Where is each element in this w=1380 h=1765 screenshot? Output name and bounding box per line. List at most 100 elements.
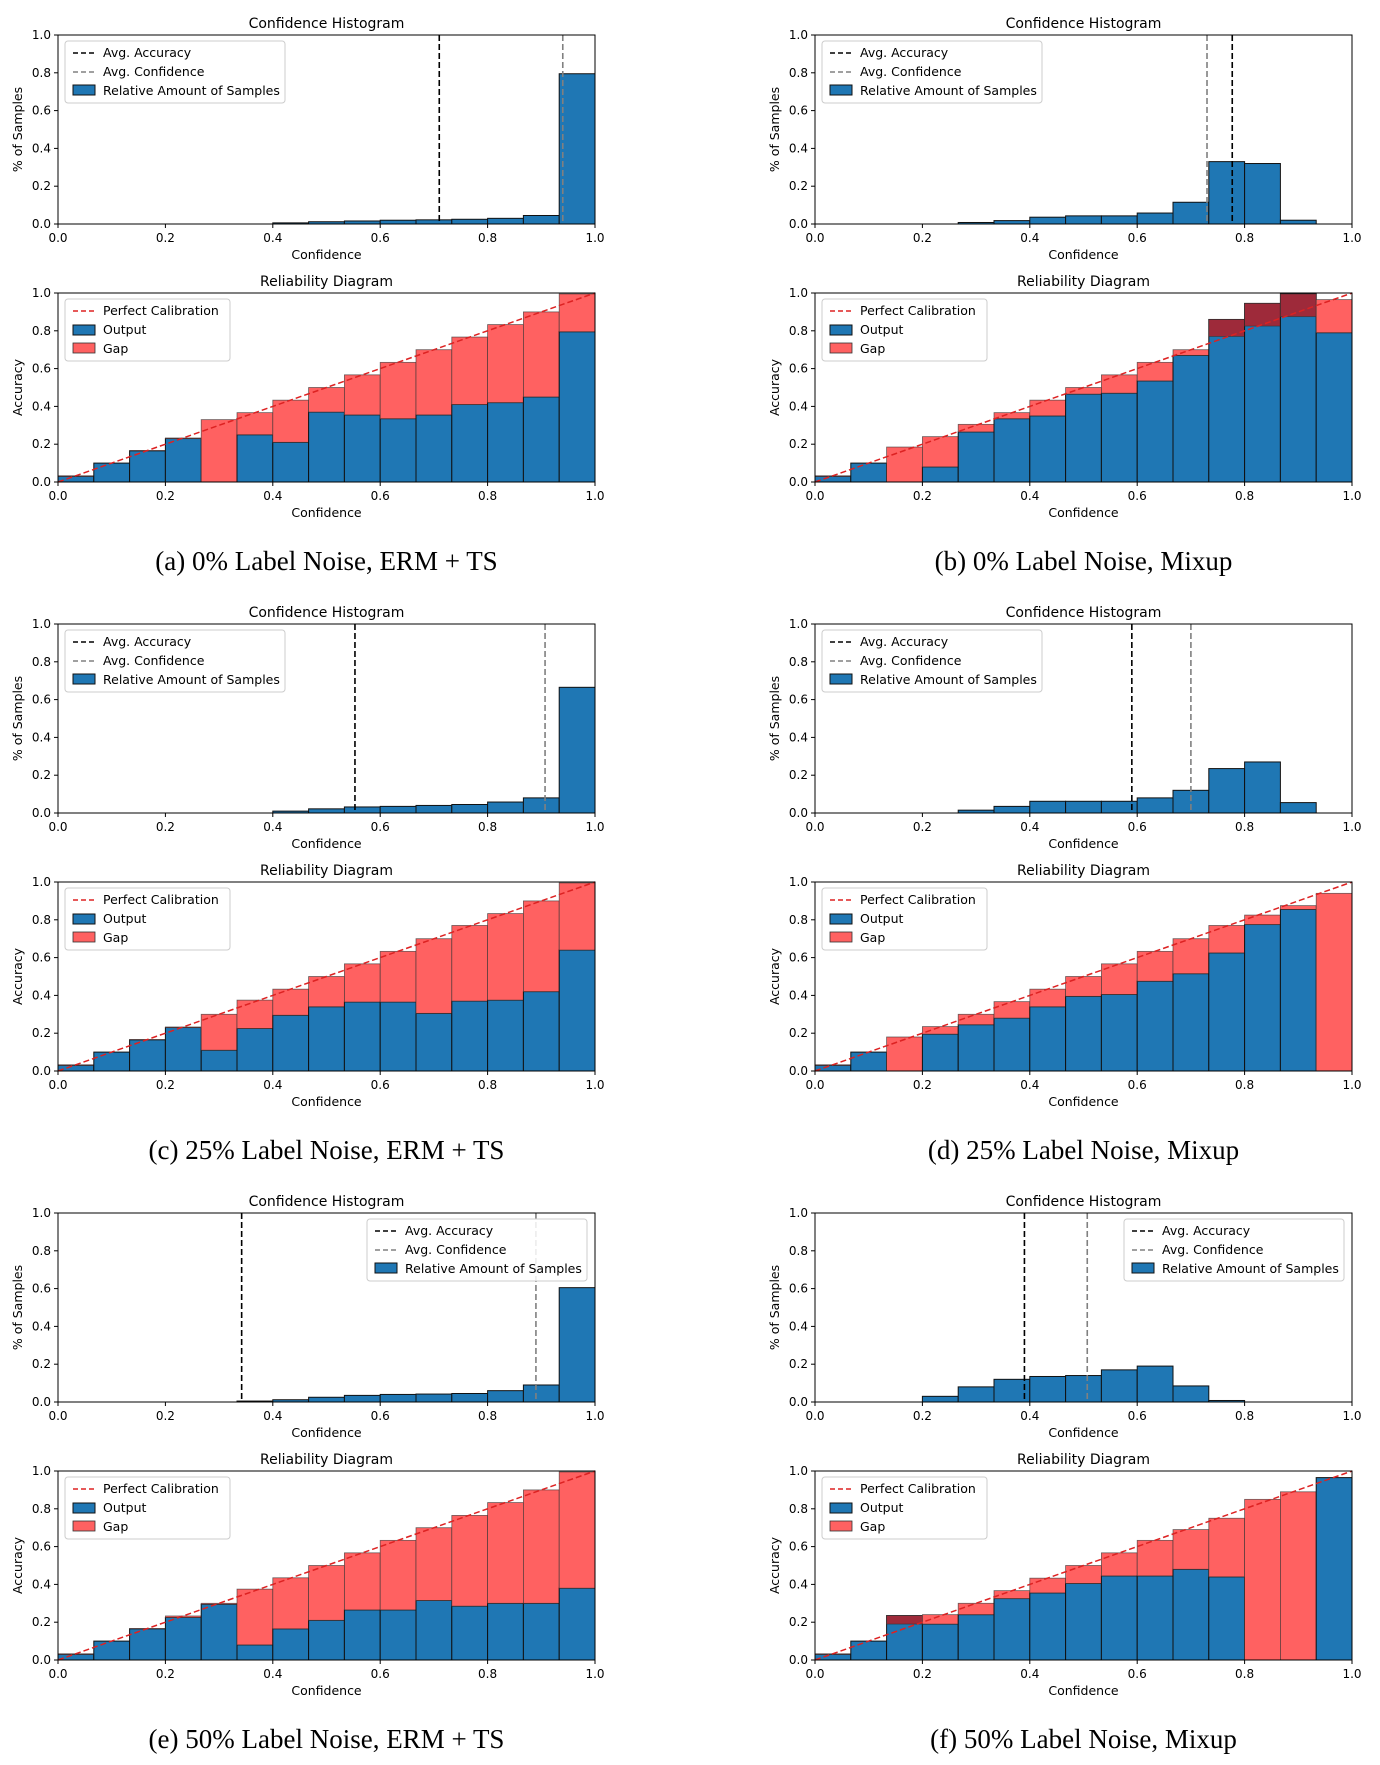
histogram-xtick-label: 0.0: [48, 231, 67, 245]
histogram-bars: [272, 73, 595, 224]
legend-samples-swatch: [829, 84, 853, 96]
histogram-title: Confidence Histogram: [249, 1194, 405, 1210]
histogram-xtick-label: 0.0: [805, 1409, 824, 1423]
histogram-bar: [993, 805, 1031, 813]
histogram-bar: [451, 803, 489, 813]
subfigure-caption: (b) 0% Label Noise, Mixup: [935, 546, 1233, 576]
gap-bar: [886, 1036, 923, 1071]
legend-avg-accuracy: Avg. Accuracy: [860, 45, 949, 60]
output-bar: [93, 462, 131, 482]
confidence-histogram: Confidence Histogram 0.0 0.2 0.4 0.6 0.8 1.0 0.…: [767, 1194, 1362, 1440]
output-bar: [1136, 1575, 1174, 1660]
histogram-xtick-label: 0.4: [263, 1409, 282, 1423]
output-bar: [993, 418, 1031, 482]
histogram-frame: [57, 623, 596, 814]
output-bar: [451, 404, 489, 482]
gap-bar: [922, 1026, 959, 1035]
output-bar: [487, 1602, 524, 1660]
histogram-xtick-label: 0.8: [478, 820, 497, 834]
output-bar: [129, 450, 166, 482]
legend-output: Output: [860, 911, 904, 926]
perfect-calibration-line: [57, 1470, 596, 1661]
reliability-ytick-label: 0.6: [789, 951, 808, 965]
legend-gap-swatch: [829, 931, 853, 943]
reliability-ytick-label: 1.0: [789, 875, 808, 889]
gap-bar: [379, 361, 417, 420]
reliability-xtick-label: 0.4: [1020, 1078, 1039, 1092]
reliability-xlabel: Confidence: [291, 505, 362, 520]
gap-bar: [164, 1026, 202, 1028]
reliability-title: Reliability Diagram: [260, 863, 393, 879]
reliability-frame: [814, 1470, 1353, 1661]
reliability-xtick-label: 0.2: [156, 1078, 175, 1092]
output-bar: [1100, 392, 1138, 482]
panel-b: Confidence Histogram 0.0 0.2 0.4 0.6 0.8 1.0 0.…: [767, 16, 1362, 576]
gap-bar: [379, 950, 417, 1003]
histogram-ytick-label: 0.2: [32, 179, 51, 193]
reliability-ytick-label: 0.6: [789, 362, 808, 376]
legend-output-swatch: [829, 913, 853, 925]
reliability-ytick-label: 0.8: [789, 1502, 808, 1516]
output-bar: [1136, 380, 1174, 482]
output-bar: [850, 1640, 888, 1660]
histogram-ytick-label: 0.0: [32, 217, 51, 231]
gap-bar: [1244, 302, 1281, 327]
legend-gap-swatch: [72, 931, 96, 943]
gap-bar: [1280, 293, 1317, 318]
histogram-bar: [487, 217, 524, 224]
gap-bar: [200, 1013, 238, 1051]
legend-box: [64, 40, 286, 104]
histogram-bar: [1136, 1365, 1174, 1402]
gap-bar: [523, 1489, 560, 1604]
output-bar: [200, 1049, 238, 1071]
reliability-ytick-label: 0.4: [32, 988, 51, 1002]
reliability-diagram: Reliability Diagram 0.0 0.2 0.4 0.6 0.8 1.0 0.0…: [767, 863, 1362, 1109]
legend-relative-samples: Relative Amount of Samples: [103, 83, 280, 98]
perfect-calibration-line: [814, 292, 1353, 483]
histogram-bars: [236, 1287, 595, 1402]
reliability-xtick-label: 0.2: [913, 1078, 932, 1092]
reliability-ylabel: Accuracy: [10, 1536, 25, 1594]
reliability-xtick-label: 0.0: [48, 1078, 67, 1092]
gap-bar: [523, 311, 560, 398]
legend-avg-accuracy: Avg. Accuracy: [103, 45, 192, 60]
subfigure-caption: (f) 50% Label Noise, Mixup: [930, 1724, 1237, 1754]
gap-bar: [451, 1515, 488, 1607]
legend-avg-confidence: Avg. Confidence: [860, 64, 962, 79]
histogram-ylabel: % of Samples: [767, 676, 782, 761]
output-bar: [1244, 924, 1281, 1071]
legend-box: [64, 298, 231, 362]
histogram-ytick-label: 0.2: [32, 768, 51, 782]
reliability-xtick-label: 0.4: [263, 1078, 282, 1092]
output-bar: [93, 1051, 131, 1071]
histogram-bar: [308, 1396, 345, 1402]
legend-gap: Gap: [103, 1519, 128, 1534]
output-bar: [957, 1024, 995, 1071]
reliability-ytick-label: 1.0: [32, 875, 51, 889]
output-bar: [1208, 318, 1246, 482]
reliability-xtick-label: 0.0: [805, 1667, 824, 1681]
histogram-bar: [1100, 215, 1138, 224]
histogram-ytick-label: 0.4: [789, 1319, 808, 1333]
output-bar: [343, 1609, 381, 1660]
output-bar: [1279, 293, 1317, 482]
histogram-xtick-label: 1.0: [585, 231, 604, 245]
histogram-bar: [1279, 219, 1317, 224]
reliability-ytick-label: 0.2: [789, 1026, 808, 1040]
reliability-xtick-label: 0.4: [1020, 1667, 1039, 1681]
histogram-ytick-label: 0.4: [789, 141, 808, 155]
gap-bar: [487, 1502, 524, 1604]
gap-bar: [236, 412, 274, 436]
histogram-xtick-label: 0.2: [156, 231, 175, 245]
output-bar: [93, 1640, 131, 1660]
reliability-xtick-label: 0.4: [1020, 489, 1039, 503]
gap-bar: [343, 1552, 381, 1611]
histogram-frame: [57, 34, 596, 225]
output-bar: [451, 1000, 489, 1071]
histogram-bar: [1244, 761, 1281, 813]
histogram-xtick-label: 1.0: [1342, 820, 1361, 834]
gap-bar: [1280, 1491, 1317, 1660]
reliability-title: Reliability Diagram: [1017, 274, 1150, 290]
histogram-bar: [1279, 802, 1317, 813]
